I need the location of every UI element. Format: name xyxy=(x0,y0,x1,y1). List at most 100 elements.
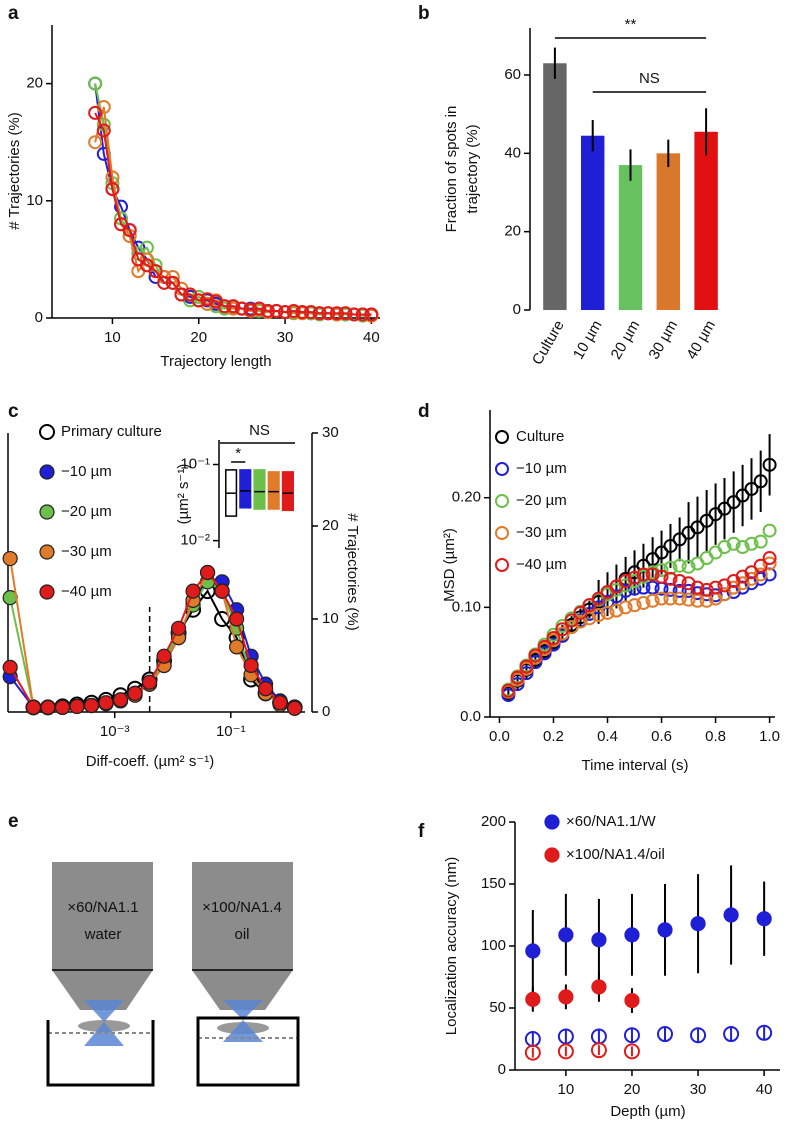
y-tick-label: 0 xyxy=(35,309,43,326)
marker xyxy=(717,501,732,516)
marker xyxy=(618,574,633,589)
marker xyxy=(122,223,137,238)
y-tick-label: 30 xyxy=(322,424,339,441)
marker xyxy=(525,991,541,1007)
marker xyxy=(243,657,259,674)
marker xyxy=(762,551,777,566)
marker xyxy=(217,299,232,314)
x-tick-label: 0.8 xyxy=(705,728,726,745)
y-axis-label: Fraction of spots in xyxy=(443,106,460,233)
x-tick-label: 1.0 xyxy=(759,728,780,745)
marker xyxy=(636,558,651,573)
marker xyxy=(501,683,516,698)
marker xyxy=(657,1026,674,1043)
bar xyxy=(543,63,567,310)
marker xyxy=(591,979,607,995)
marker xyxy=(600,605,615,620)
marker xyxy=(329,306,344,321)
dish xyxy=(196,1016,300,1087)
y-tick-label: 150 xyxy=(481,875,506,892)
marker xyxy=(699,582,714,597)
marker xyxy=(723,907,739,923)
marker xyxy=(69,698,85,715)
marker xyxy=(528,648,543,663)
marker xyxy=(25,699,42,715)
legend-label: −20 µm xyxy=(516,492,567,509)
marker xyxy=(591,608,606,623)
marker xyxy=(519,659,534,674)
marker xyxy=(663,538,678,553)
marker xyxy=(272,695,288,711)
y-tick-label: 20 xyxy=(322,517,339,534)
y-tick-label: 0 xyxy=(498,1061,506,1078)
y-tick-label: 200 xyxy=(481,813,506,830)
y-tick-label: 100 xyxy=(481,937,506,954)
marker xyxy=(717,587,732,602)
marker xyxy=(2,550,18,567)
x-tick-label: 0.4 xyxy=(597,728,618,745)
marker xyxy=(690,586,705,601)
box xyxy=(281,471,294,512)
marker xyxy=(555,622,570,637)
marker xyxy=(88,76,103,91)
y-axis-label: (µm² s⁻¹) xyxy=(175,464,192,525)
marker xyxy=(663,571,678,586)
y-tick-label: 0.10 xyxy=(452,598,481,615)
objective-tip xyxy=(52,970,153,1010)
x-tick-label: 40 xyxy=(363,329,380,346)
marker xyxy=(681,559,696,574)
marker xyxy=(681,592,696,607)
light-cone xyxy=(84,1000,124,1046)
marker xyxy=(303,305,318,320)
marker xyxy=(200,296,215,311)
marker xyxy=(762,567,777,582)
y-axis-label: trajectory (%) xyxy=(464,124,481,213)
objective-label: ×100/NA1.4 xyxy=(202,899,282,916)
marker xyxy=(525,943,541,959)
marker xyxy=(735,540,750,555)
x-tick-label: 40 µm xyxy=(683,317,719,362)
bar xyxy=(656,153,681,310)
legend-marker xyxy=(39,584,55,600)
marker xyxy=(165,275,180,290)
legend-marker xyxy=(544,814,560,830)
objective-tip xyxy=(192,970,293,1010)
marker xyxy=(636,567,651,582)
objective xyxy=(192,862,293,970)
marker xyxy=(618,600,633,615)
marker xyxy=(98,695,114,711)
legend-label: −30 µm xyxy=(61,543,112,560)
marker xyxy=(672,583,687,598)
x-tick-label: 10 xyxy=(558,1081,575,1098)
marker xyxy=(762,457,777,472)
x-tick-label: 20 xyxy=(190,329,207,346)
marker xyxy=(609,603,624,618)
marker xyxy=(654,545,669,560)
marker xyxy=(624,927,640,943)
legend-label: ×100/NA1.4/oil xyxy=(566,846,665,863)
legend-label: −10 µm xyxy=(516,460,567,477)
marker xyxy=(663,582,678,597)
marker xyxy=(338,306,353,321)
box xyxy=(267,471,280,510)
marker xyxy=(654,591,669,606)
y-tick-label: 10⁻¹ xyxy=(180,455,210,472)
marker xyxy=(229,639,245,655)
marker xyxy=(260,303,275,318)
marker xyxy=(654,569,669,584)
legend-marker xyxy=(39,544,55,560)
x-tick-label: 0.6 xyxy=(651,728,672,745)
marker xyxy=(347,307,362,322)
legend-label: Culture xyxy=(516,428,564,445)
marker xyxy=(708,545,723,560)
marker xyxy=(88,135,103,150)
panel-letter: b xyxy=(418,3,430,24)
marker xyxy=(645,593,660,608)
x-tick-label: 20 xyxy=(624,1081,641,1098)
marker xyxy=(321,306,336,321)
legend-marker xyxy=(39,424,55,440)
legend-marker xyxy=(495,558,509,572)
marker xyxy=(623,1043,640,1060)
marker xyxy=(744,536,759,551)
panel-letter: a xyxy=(8,3,19,24)
